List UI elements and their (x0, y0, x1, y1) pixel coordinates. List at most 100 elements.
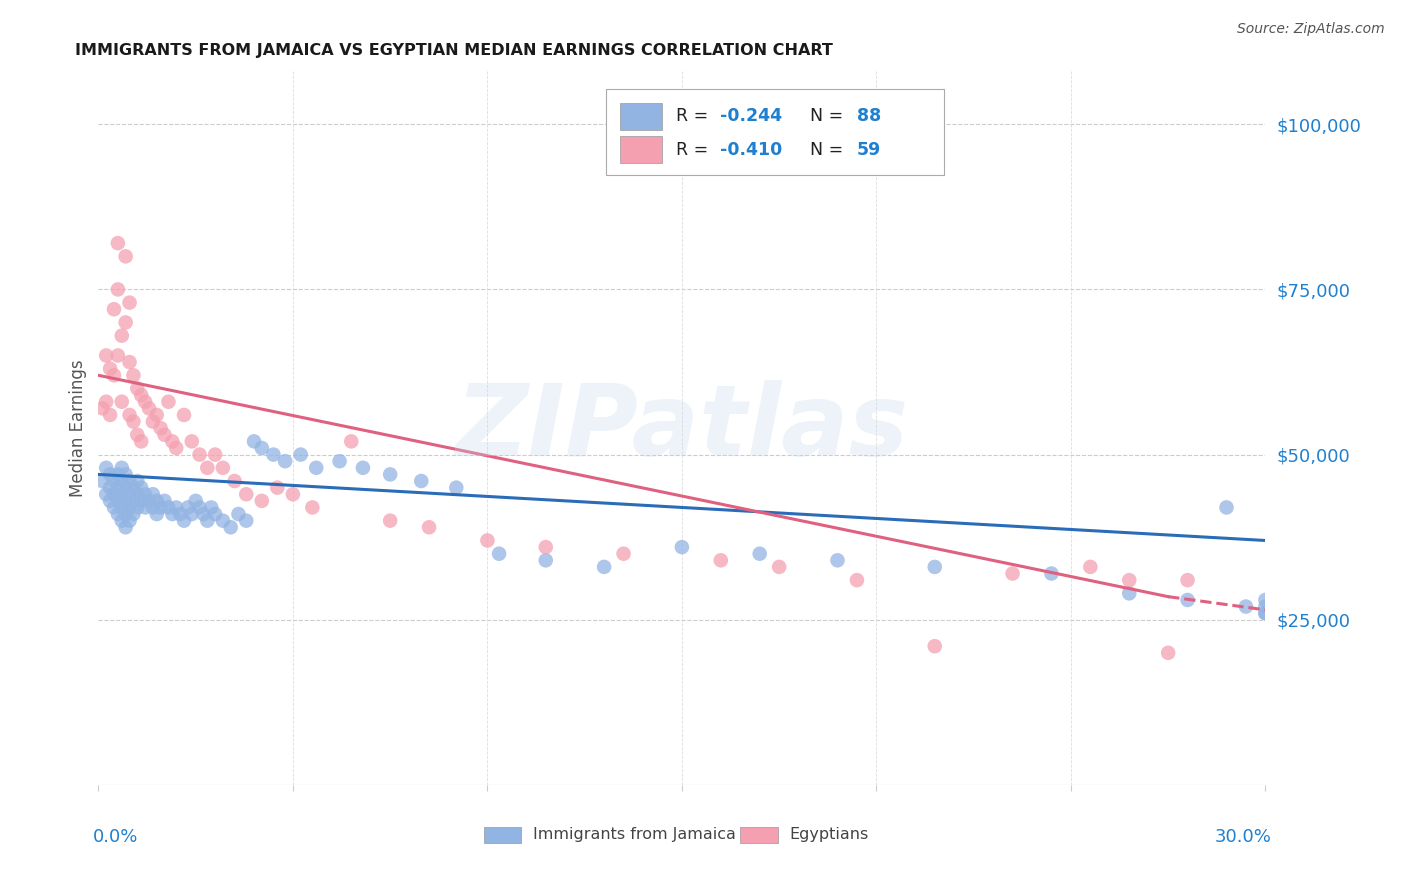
FancyBboxPatch shape (741, 827, 778, 843)
Point (1215, 500, 1237, 515)
Text: Source: ZipAtlas.com: Source: ZipAtlas.com (1237, 22, 1385, 37)
Point (477, 533, 499, 548)
Point (157, 500, 180, 515)
Point (134, 500, 156, 515)
Point (250, 441, 273, 455)
Point (114, 493, 136, 508)
Point (274, 454, 297, 468)
Point (1157, 646, 1180, 660)
Point (534, 553, 557, 567)
Point (127, 382, 149, 396)
FancyBboxPatch shape (620, 136, 662, 163)
Point (111, 514, 134, 528)
Point (103, 302, 125, 317)
Point (290, 448, 312, 462)
Point (613, 547, 636, 561)
Point (111, 394, 134, 409)
Point (127, 427, 149, 442)
Point (111, 487, 134, 501)
FancyBboxPatch shape (484, 827, 520, 843)
Point (96, 349, 118, 363)
Point (204, 507, 226, 521)
Point (1254, 599, 1277, 614)
Point (173, 514, 195, 528)
Point (129, 388, 152, 402)
FancyBboxPatch shape (606, 89, 945, 175)
Point (329, 454, 352, 468)
Point (149, 421, 172, 435)
Text: -0.244: -0.244 (720, 107, 783, 125)
Point (380, 514, 402, 528)
Point (111, 328, 134, 343)
Point (111, 460, 134, 475)
Point (1254, 593, 1277, 607)
Point (1118, 586, 1140, 600)
Point (195, 514, 218, 528)
Point (165, 500, 187, 515)
Point (138, 401, 160, 416)
Point (411, 474, 433, 488)
Point (98, 467, 121, 482)
Point (118, 500, 141, 515)
Point (107, 467, 129, 482)
Point (1254, 606, 1277, 620)
Point (200, 500, 222, 515)
Point (98, 361, 121, 376)
Text: R =: R = (676, 107, 714, 125)
Point (228, 507, 250, 521)
Point (177, 500, 200, 515)
Point (173, 408, 195, 422)
Point (827, 553, 849, 567)
Point (488, 547, 510, 561)
Point (98, 481, 121, 495)
Point (103, 368, 125, 383)
Point (107, 349, 129, 363)
Point (122, 507, 145, 521)
Point (118, 474, 141, 488)
Point (107, 481, 129, 495)
Text: ZIPatlas: ZIPatlas (456, 380, 908, 476)
Text: 0.0%: 0.0% (93, 828, 138, 846)
Point (1118, 573, 1140, 587)
Text: Immigrants from Jamaica: Immigrants from Jamaica (533, 828, 735, 842)
Point (129, 481, 152, 495)
Point (1001, 566, 1024, 581)
Point (103, 500, 125, 515)
Point (266, 481, 288, 495)
Point (129, 493, 152, 508)
Point (262, 448, 284, 462)
Point (122, 481, 145, 495)
Point (162, 434, 184, 449)
Point (352, 460, 374, 475)
Point (142, 415, 165, 429)
Point (235, 514, 257, 528)
Point (91, 474, 114, 488)
Point (224, 474, 246, 488)
Point (134, 487, 156, 501)
Point (380, 467, 402, 482)
Point (924, 639, 946, 653)
Point (157, 394, 180, 409)
Point (1040, 566, 1063, 581)
Point (122, 493, 145, 508)
Point (212, 460, 235, 475)
Point (127, 500, 149, 515)
Point (114, 315, 136, 329)
Point (169, 507, 191, 521)
Point (180, 434, 202, 449)
Point (122, 415, 145, 429)
Point (1177, 593, 1199, 607)
Point (1234, 599, 1257, 614)
Point (1254, 606, 1277, 620)
Point (134, 394, 156, 409)
Point (235, 487, 257, 501)
Point (153, 493, 176, 508)
Point (114, 467, 136, 482)
Point (446, 481, 468, 495)
Point (107, 282, 129, 296)
Point (146, 493, 169, 508)
Text: 88: 88 (858, 107, 882, 125)
Text: IMMIGRANTS FROM JAMAICA VS EGYPTIAN MEDIAN EARNINGS CORRELATION CHART: IMMIGRANTS FROM JAMAICA VS EGYPTIAN MEDI… (75, 43, 832, 58)
Text: Egyptians: Egyptians (789, 828, 869, 842)
Point (111, 500, 134, 515)
